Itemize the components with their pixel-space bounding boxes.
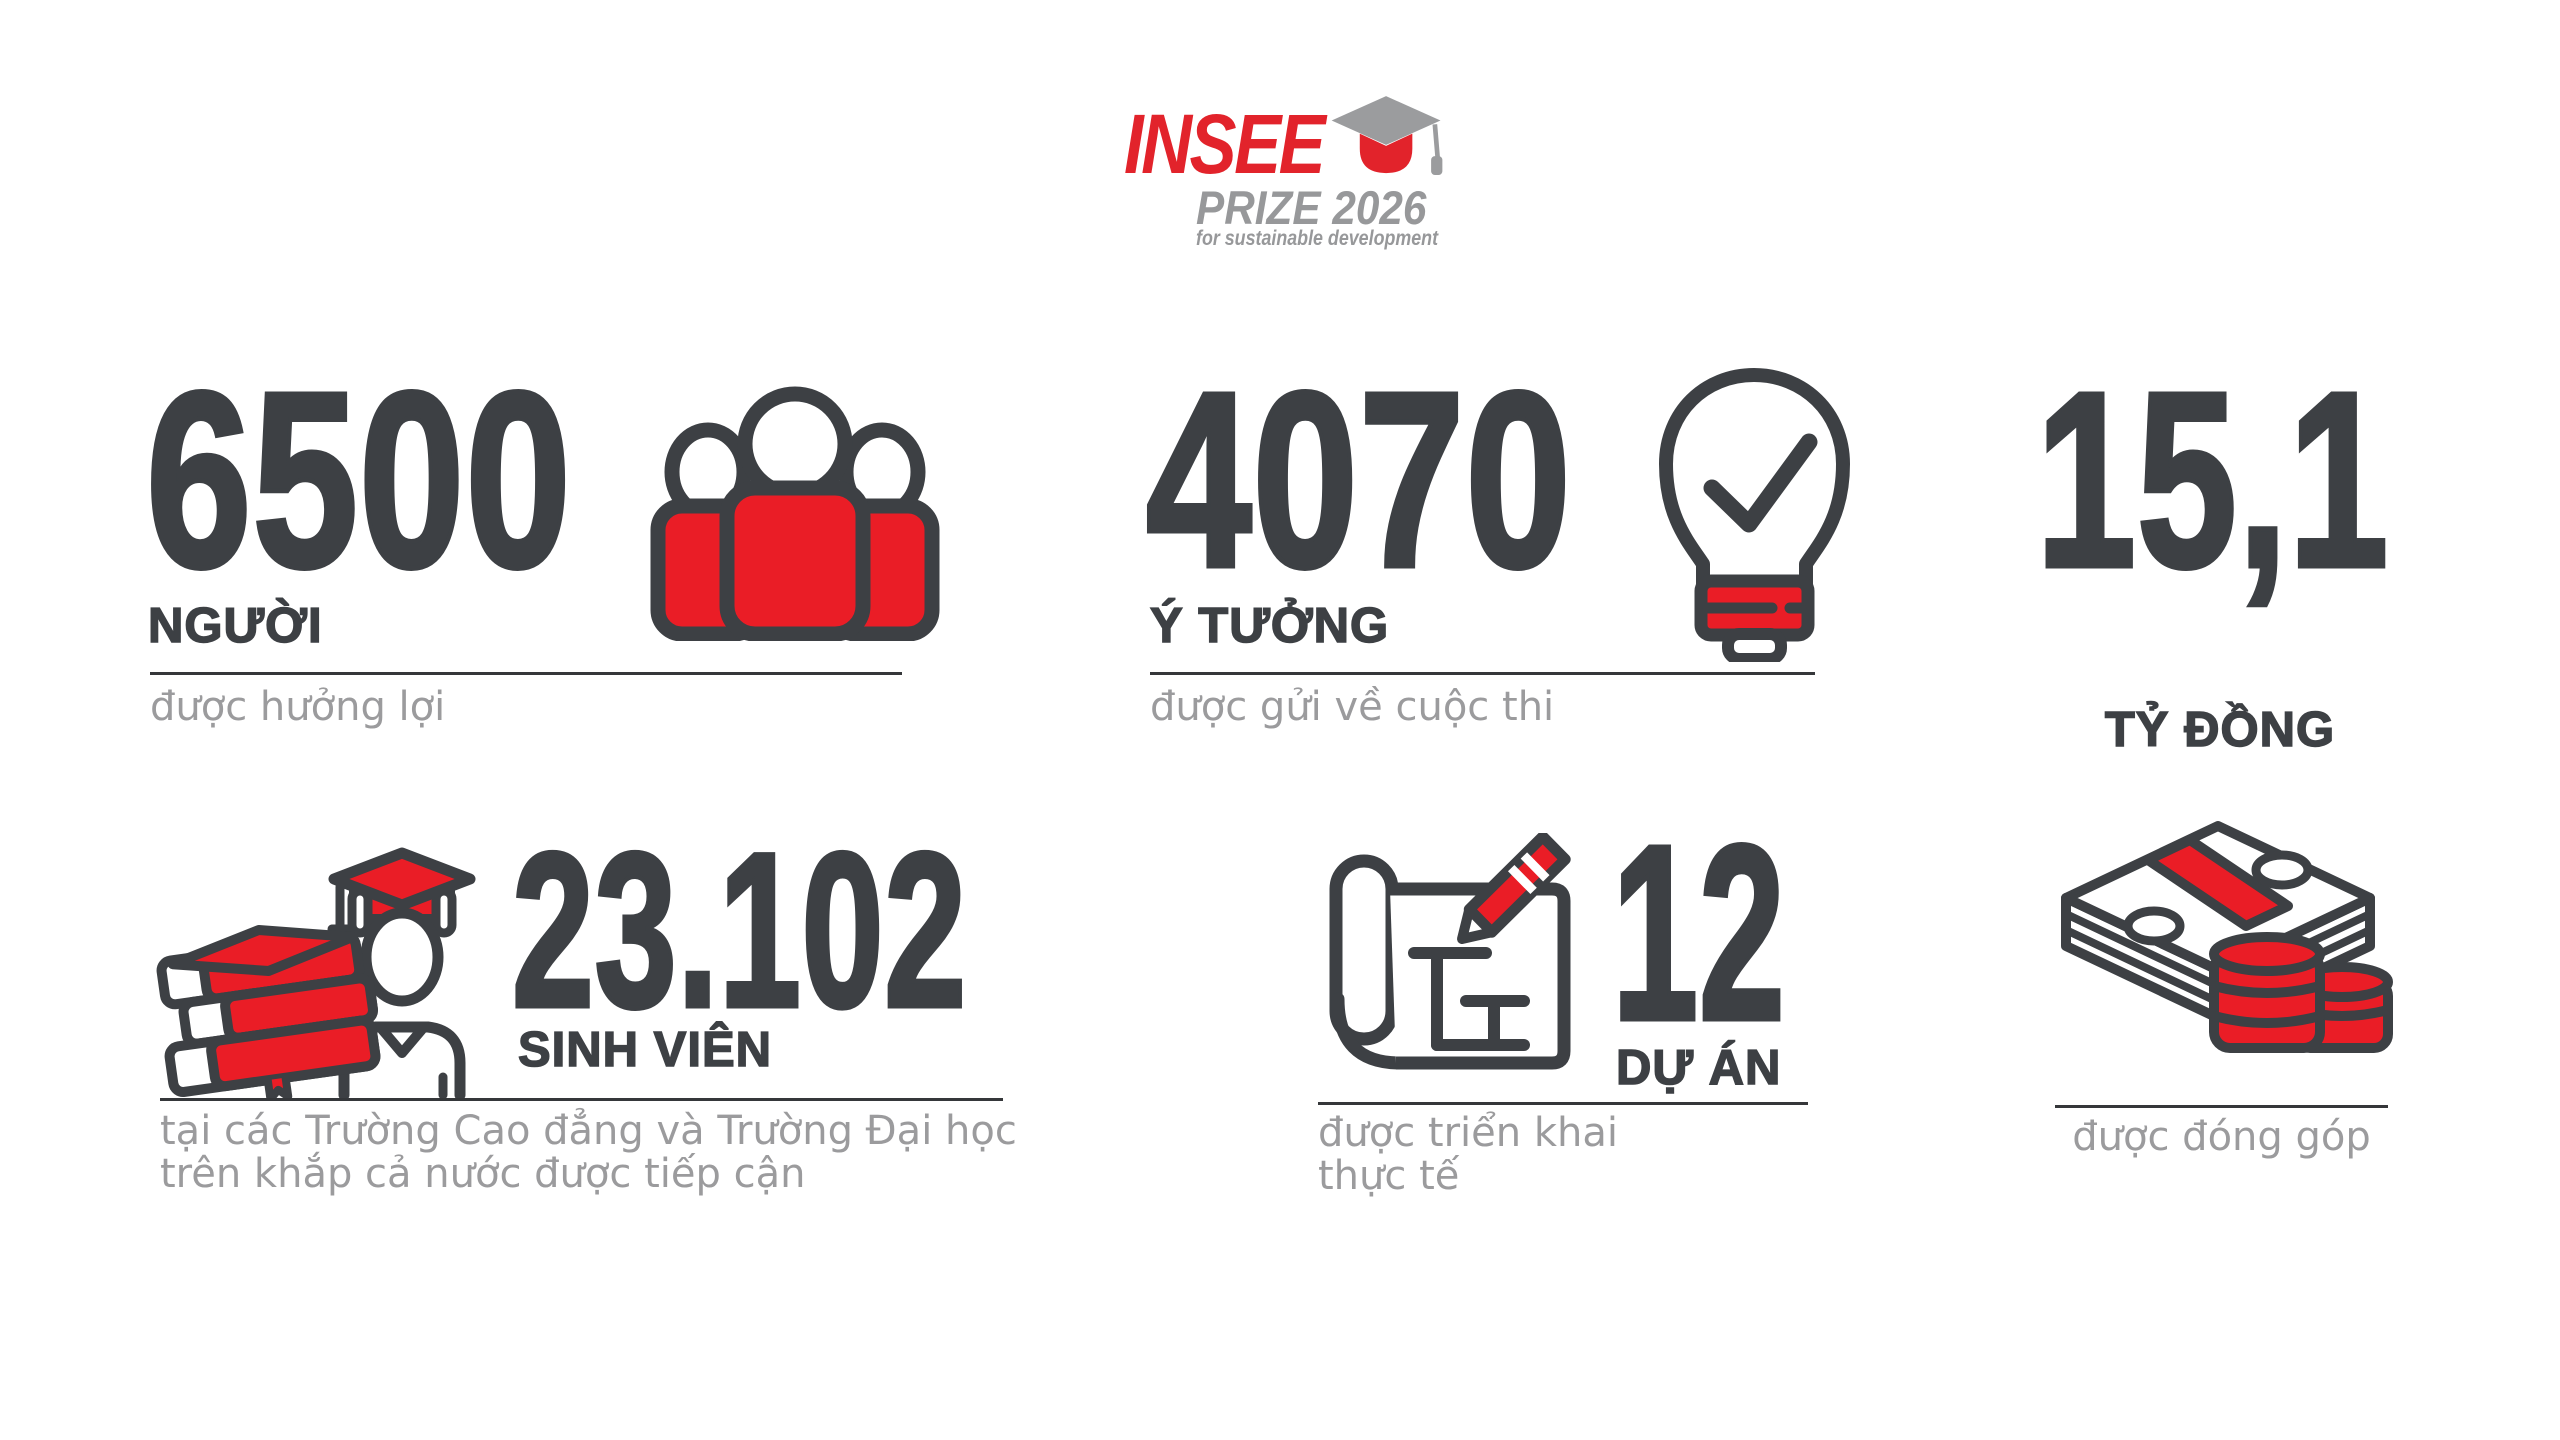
ideas-value: 4070 [1144, 340, 1573, 619]
projects-unit: DỰ ÁN [1615, 1040, 1782, 1096]
divider [1150, 672, 1815, 675]
money-banknotes-coins-icon [2061, 821, 2393, 1053]
donation-value: 15,1 [2034, 340, 2390, 619]
divider [1318, 1102, 1808, 1105]
logo-tagline-text: for sustainable development [1196, 227, 1439, 250]
logo-edition-text: PRIZE 2026 [1196, 181, 1427, 234]
beneficiaries-unit: NGƯỜI [147, 598, 323, 654]
projects-caption: được triển khai thực tế [1318, 1110, 1618, 1200]
donation-unit: TỶ ĐỒNG [2104, 702, 2336, 758]
lightbulb-check-icon [1659, 368, 1850, 662]
graduation-cap-icon [1331, 96, 1443, 175]
divider [160, 1098, 1003, 1101]
divider [2055, 1105, 2388, 1108]
divider [150, 672, 902, 675]
beneficiaries-caption: được hưởng lợi [150, 684, 446, 730]
blueprint-pencil-icon [1329, 833, 1571, 1070]
ideas-caption: được gửi về cuộc thi [1150, 684, 1555, 730]
students-caption-line1: tại các Trường Cao đẳng và Trường Đại họ… [160, 1108, 1017, 1154]
beneficiaries-value: 6500 [144, 340, 573, 619]
students-unit: SINH VIÊN [517, 1022, 773, 1078]
students-caption-line2: trên khắp cả nước được tiếp cận [160, 1151, 806, 1198]
logo-brand-text: INSEE [1124, 97, 1326, 191]
donation-caption: được đóng góp [2072, 1114, 2371, 1160]
people-group-icon [650, 386, 940, 641]
ideas-unit: Ý TƯỞNG [1149, 598, 1390, 654]
students-value: 23.102 [510, 807, 968, 1053]
graduate-books-icon [156, 847, 476, 1100]
students-caption: tại các Trường Cao đẳng và Trường Đại họ… [160, 1108, 1017, 1198]
projects-caption-line1: được triển khai [1318, 1110, 1618, 1156]
projects-value: 12 [1610, 793, 1786, 1072]
projects-caption-line2: thực tế [1318, 1153, 1460, 1200]
